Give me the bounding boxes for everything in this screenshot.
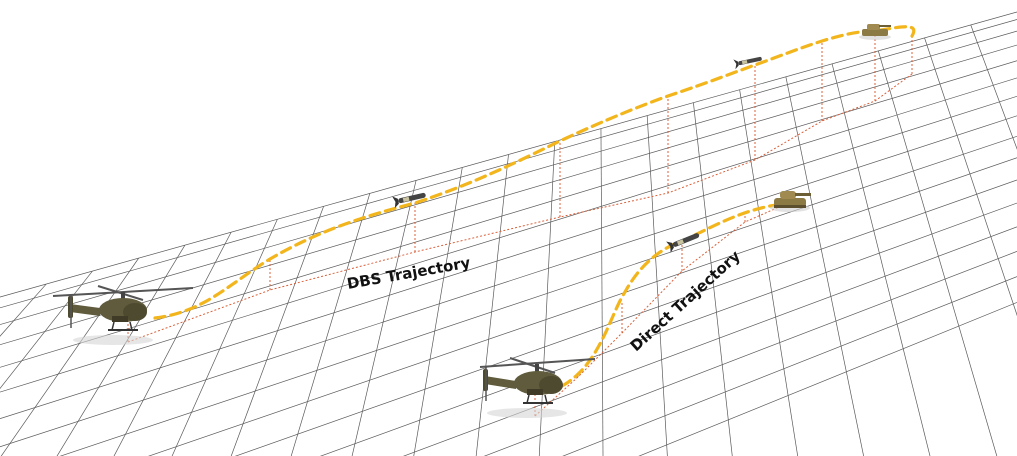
grid-row-line xyxy=(0,115,1017,448)
grid-column-line xyxy=(171,219,278,456)
grid-row-line xyxy=(0,44,1017,346)
grid-column-line xyxy=(475,154,509,456)
grid-row-line xyxy=(59,135,1017,456)
helicopter-icon xyxy=(479,357,596,418)
helicopter-icon xyxy=(52,285,194,345)
dbs-trajectory-label: DBS Trajectory xyxy=(346,253,472,292)
direct-trajectory: Direct Trajectory xyxy=(534,199,796,417)
grid-column-line xyxy=(56,245,186,456)
grid-column-line xyxy=(970,24,1017,150)
tank-icon xyxy=(770,191,811,212)
grid-column-line xyxy=(413,167,463,456)
grid-column-line xyxy=(290,193,371,456)
grid-column-line xyxy=(646,115,668,456)
grid-row-line xyxy=(483,251,1017,456)
grid-row-line xyxy=(638,302,1017,456)
direct-trajectory-label: Direct Trajectory xyxy=(627,247,744,355)
missile-icon xyxy=(733,56,762,70)
grid-row-line xyxy=(0,19,1017,309)
grid-column-line xyxy=(785,76,864,456)
grid-column-line xyxy=(0,283,47,337)
grid-row-line xyxy=(562,276,1017,456)
grid-row-line xyxy=(148,157,1017,456)
grid-column-line xyxy=(600,128,604,456)
grid-column-line xyxy=(538,141,556,456)
grid-row-line xyxy=(0,60,1017,368)
grid-column-line xyxy=(0,270,93,390)
grid-column-line xyxy=(877,50,998,456)
direct-ground-track xyxy=(534,199,796,417)
grid-column-line xyxy=(739,89,799,456)
ground-grid xyxy=(0,11,1017,456)
grid-row-line xyxy=(234,179,1017,456)
grid-column-line xyxy=(831,63,931,456)
grid-column-line xyxy=(230,206,324,456)
dbs-drop-lines xyxy=(127,31,913,342)
grid-column-line xyxy=(924,37,1017,317)
grid-row-line xyxy=(0,95,1017,419)
direct-trajectory-line xyxy=(560,201,792,388)
direct-drop-lines xyxy=(534,213,746,416)
missile-icon xyxy=(392,192,426,209)
missile-icon xyxy=(666,233,700,253)
dbs-trajectory-line xyxy=(153,25,916,320)
grid-row-line xyxy=(0,77,1017,393)
grid-row-line xyxy=(403,226,1017,456)
grid-column-line xyxy=(0,257,139,456)
grid-column-line xyxy=(351,180,417,456)
grid-column-line xyxy=(693,102,733,456)
grid-row-line xyxy=(0,30,1017,325)
grid-row-line xyxy=(319,202,1017,456)
tank-icon xyxy=(859,24,891,40)
